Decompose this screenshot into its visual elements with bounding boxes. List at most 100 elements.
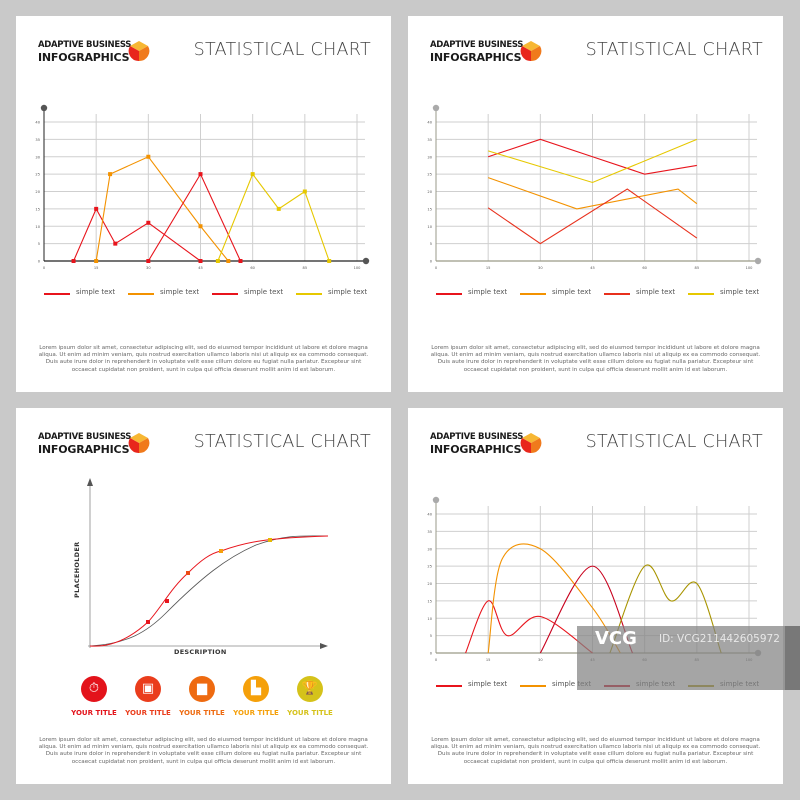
logo-left [128, 438, 139, 454]
trophy-icon: 🏆 [297, 676, 323, 702]
series-line-4 [488, 138, 698, 184]
x-tick-label: 30 [538, 266, 543, 270]
series-line-1 [73, 207, 201, 262]
x-tick-label: 0 [435, 658, 438, 662]
data-point [198, 172, 203, 177]
y-tick-label: 20 [35, 190, 40, 194]
y-axis-label: PLACEHOLDER [73, 541, 81, 598]
legend-label: simple text [552, 288, 592, 296]
data-point [146, 259, 151, 263]
x-tick-label: 60 [250, 266, 255, 270]
cube-logo-icon [520, 41, 542, 62]
x-axis-arrow-icon [320, 643, 328, 649]
y-tick-label: 30 [35, 155, 40, 159]
legend-swatch [44, 293, 70, 295]
y-tick-label: 15 [427, 599, 432, 603]
page-title: STATISTICAL CHART [585, 40, 763, 60]
brand-line1: ADAPTIVE BUSINESS [38, 40, 132, 50]
page-title: STATISTICAL CHART [193, 40, 371, 60]
legend-swatch [296, 293, 322, 295]
y-tick-label: 15 [427, 207, 432, 211]
y-tick-label: 10 [427, 617, 432, 621]
watermark-id: ID: VCG211442605972 [659, 633, 780, 645]
series-line-1 [465, 600, 593, 654]
logo-right [531, 438, 542, 454]
panel-s-curve: ADAPTIVE BUSINESS INFOGRAPHICS STATISTICA… [16, 408, 391, 784]
brand-line1: ADAPTIVE BUSINESS [430, 432, 524, 442]
brand: ADAPTIVE BUSINESS INFOGRAPHICS [430, 41, 523, 63]
icon-title: YOUR TITLE [179, 709, 225, 717]
legend-label: simple text [468, 288, 508, 296]
watermark-logo: VCG [595, 628, 637, 649]
s-curve-chart [87, 478, 329, 649]
data-point [327, 259, 332, 263]
legend-label: simple text [76, 288, 116, 296]
y-tick-label: 5 [430, 634, 432, 638]
y-axis-end-handle [432, 104, 440, 112]
x-tick-label: 100 [746, 266, 754, 270]
bar-chart-icon: ▆ [189, 676, 215, 702]
y-tick-label: 5 [38, 242, 40, 246]
data-point [198, 259, 203, 263]
legend-swatch [604, 293, 630, 295]
watermark: VCG ID: VCG211442605972 [577, 626, 800, 690]
x-axis-end-handle [754, 257, 762, 265]
podium-icon: ▙ [243, 676, 269, 702]
data-point [250, 172, 255, 177]
series-line-1 [487, 138, 697, 175]
y-tick-label: 15 [35, 207, 40, 211]
logo-right [531, 46, 542, 62]
x-tick-label: 30 [146, 266, 151, 270]
icon-row: ⏱ YOUR TITLE ▣ YOUR TITLE ▆ YOUR TITLE ▙ YOUR T… [16, 676, 391, 717]
data-point [94, 259, 99, 263]
watermark-band [785, 626, 800, 690]
series-line-4 [609, 564, 722, 654]
stopwatch-icon: ⏱ [81, 676, 107, 702]
legend-label: simple text [636, 288, 676, 296]
y-tick-label: 0 [38, 260, 41, 264]
data-point [302, 189, 307, 194]
curve-point [146, 620, 150, 624]
curve-point [219, 549, 223, 553]
logo-left [520, 438, 531, 454]
cube-logo-icon [128, 41, 150, 62]
body-text: Lorem ipsum dolor sit amet, consectetur … [38, 737, 369, 765]
x-axis-label: DESCRIPTION [174, 648, 227, 656]
x-tick-label: 0 [435, 266, 438, 270]
cube-logo-icon [520, 433, 542, 454]
y-tick-label: 35 [35, 138, 40, 142]
icon-title: YOUR TITLE [125, 709, 171, 717]
brand-line2: INFOGRAPHICS [38, 442, 130, 456]
y-tick-label: 0 [430, 260, 433, 264]
highlight-curve [89, 535, 329, 647]
brand: ADAPTIVE BUSINESS INFOGRAPHICS [430, 433, 523, 455]
legend: simple text simple text simple text simple … [44, 288, 374, 300]
chart-1: 0 5 10 15 20 25 30 35 40 0 15 30 45 60 85 100 [35, 104, 370, 270]
y-tick-label: 20 [427, 582, 432, 586]
legend-label: simple text [552, 680, 592, 688]
y-tick-label: 25 [35, 173, 40, 177]
baseline-curve [89, 535, 329, 647]
brand-line2: INFOGRAPHICS [38, 50, 130, 64]
x-tick-label: 15 [486, 658, 491, 662]
data-point [146, 220, 151, 225]
legend-swatch [436, 685, 462, 687]
y-tick-label: 25 [427, 565, 432, 569]
y-tick-label: 30 [427, 547, 432, 551]
x-tick-label: 45 [198, 266, 203, 270]
y-axis-arrow-icon [87, 478, 93, 486]
legend-swatch [212, 293, 238, 295]
curve-point [186, 571, 190, 575]
y-tick-label: 40 [427, 513, 432, 517]
chart-2: 0 5 10 15 20 25 30 35 40 0 15 30 45 60 85 100 [427, 104, 762, 270]
y-tick-label: 0 [430, 652, 433, 656]
body-text: Lorem ipsum dolor sit amet, consectetur … [430, 737, 761, 765]
y-tick-label: 10 [35, 225, 40, 229]
x-axis-end-handle [362, 257, 370, 265]
brand-line1: ADAPTIVE BUSINESS [430, 40, 524, 50]
icon-title: YOUR TITLE [233, 709, 279, 717]
panel-line-chart-2: ADAPTIVE BUSINESS INFOGRAPHICS STATISTICA… [408, 16, 783, 392]
icon-title: YOUR TITLE [287, 709, 333, 717]
data-point [113, 241, 118, 246]
x-tick-label: 0 [43, 266, 46, 270]
